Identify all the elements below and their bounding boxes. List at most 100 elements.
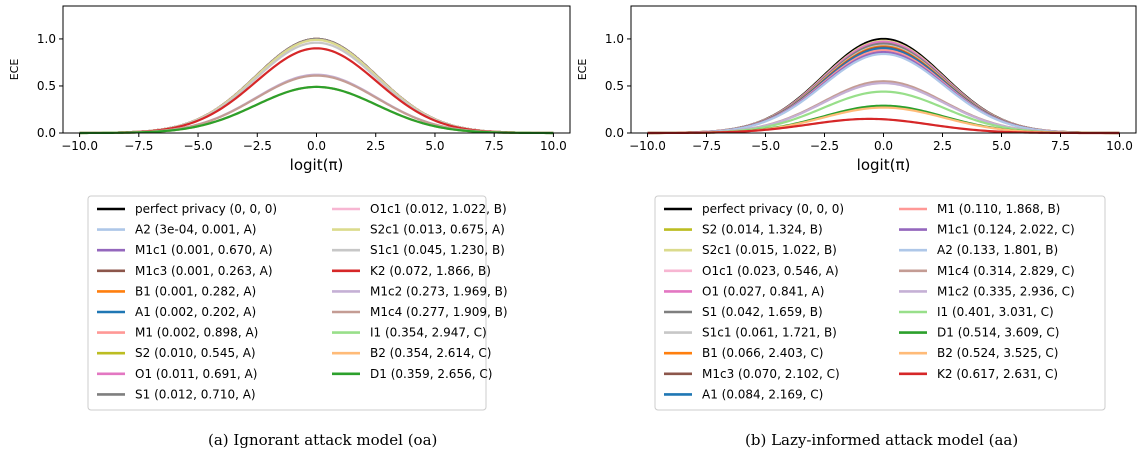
x-axis-label: logit(π): [290, 156, 344, 174]
legend-label: O1 (0.011, 0.691, A): [135, 367, 257, 381]
series-line-16: [79, 85, 554, 135]
x-tick-label: 7.5: [1051, 139, 1070, 153]
legend-label: K2 (0.617, 2.631, C): [937, 367, 1058, 381]
legend-item: M1c4 (0.277, 1.909, B): [332, 305, 508, 319]
legend-item: A2 (0.133, 1.801, B): [899, 243, 1058, 257]
legend-label: M1c4 (0.277, 1.909, B): [370, 305, 508, 319]
y-tick-label: 0.0: [37, 126, 56, 140]
legend-label: I1 (0.354, 2.947, C): [370, 326, 487, 340]
legend-item: B2 (0.354, 2.614, C): [332, 346, 491, 360]
legend-item: M1c1 (0.001, 0.670, A): [97, 243, 273, 257]
x-tick-label: −2.5: [810, 139, 839, 153]
legend-item: M1c1 (0.124, 2.022, C): [899, 223, 1075, 237]
legend-label: S1c1 (0.061, 1.721, B): [702, 326, 837, 340]
legend-label: A1 (0.002, 0.202, A): [135, 305, 256, 319]
y-axis-label: ECE: [576, 59, 589, 81]
legend-item: perfect privacy (0, 0, 0): [664, 202, 844, 216]
legend-item: A1 (0.002, 0.202, A): [97, 305, 256, 319]
legend-item: A1 (0.084, 2.169, C): [664, 387, 823, 401]
legend-label: S1c1 (0.045, 1.230, B): [370, 243, 505, 257]
legend-label: M1c4 (0.314, 2.829, C): [937, 264, 1075, 278]
x-tick-label: 0.0: [307, 139, 326, 153]
legend-label: B1 (0.066, 2.403, C): [702, 346, 823, 360]
axes-frame: [630, 5, 1137, 134]
caption-b: (b) Lazy-informed attack model (aa): [745, 431, 1019, 449]
series-line-14: [79, 73, 554, 135]
chart-panel-a: −10.0 −7.5 −5.0 −2.5 0.0 2.5 5.0 7.5 10.0 0.0 0.5 1…: [8, 5, 571, 411]
legend-label: D1 (0.359, 2.656, C): [370, 367, 492, 381]
legend-box: [87, 195, 487, 411]
legend-item: M1 (0.002, 0.898, A): [97, 326, 258, 340]
legend-label: I1 (0.401, 3.031, C): [937, 305, 1054, 319]
legend-item: D1 (0.359, 2.656, C): [332, 367, 492, 381]
legend-item: K2 (0.072, 1.866, B): [332, 264, 491, 278]
legend-label: K2 (0.072, 1.866, B): [370, 264, 491, 278]
legend-label: S2 (0.014, 1.324, B): [702, 223, 823, 237]
legend-item: S1 (0.042, 1.659, B): [664, 305, 823, 319]
series-line-18: [79, 85, 554, 135]
legend-item: B1 (0.066, 2.403, C): [664, 346, 823, 360]
series-line-15: [79, 74, 554, 135]
legend-label: A1 (0.084, 2.169, C): [702, 387, 823, 401]
chart-panel-b: −10.0 −7.5 −5.0 −2.5 0.0 2.5 5.0 7.5 10.0 0.0 0.5 1…: [576, 5, 1137, 411]
legend-label: O1c1 (0.012, 1.022, B): [370, 202, 507, 216]
legend-item: M1c2 (0.273, 1.969, B): [332, 284, 508, 298]
legend-item: S2 (0.014, 1.324, B): [664, 223, 823, 237]
x-tick-label: −2.5: [243, 139, 272, 153]
legend-label: S2 (0.010, 0.545, A): [135, 346, 256, 360]
legend-item: M1c2 (0.335, 2.936, C): [899, 284, 1075, 298]
y-axis-label: ECE: [8, 59, 21, 81]
legend-label: M1 (0.110, 1.868, B): [937, 202, 1060, 216]
y-tick-label: 1.0: [605, 32, 624, 46]
legend-item: O1c1 (0.023, 0.546, A): [664, 264, 839, 278]
x-tick-label: −10.0: [61, 139, 98, 153]
legend-item: D1 (0.514, 3.609, C): [899, 326, 1059, 340]
legend-item: O1 (0.027, 0.841, A): [664, 284, 824, 298]
y-tick-label: 0.5: [37, 79, 56, 93]
x-tick-label: 5.0: [992, 139, 1011, 153]
x-tick-label: −10.0: [629, 139, 666, 153]
legend-item: A2 (3e-04, 0.001, A): [97, 223, 256, 237]
legend-item: K2 (0.617, 2.631, C): [899, 367, 1058, 381]
x-tick-label: 2.5: [933, 139, 952, 153]
x-tick-label: −7.5: [692, 139, 721, 153]
x-tick-label: 7.5: [485, 139, 504, 153]
caption-a: (a) Ignorant attack model (oa): [208, 431, 438, 449]
legend-item: O1 (0.011, 0.691, A): [97, 367, 257, 381]
series-line-17: [79, 85, 554, 135]
legend-item: S1 (0.012, 0.710, A): [97, 387, 256, 401]
legend: perfect privacy (0, 0, 0) A2 (3e-04, 0.00…: [87, 195, 508, 411]
legend-item: I1 (0.401, 3.031, C): [899, 305, 1054, 319]
series-line-12: [647, 52, 1120, 135]
legend-item: B1 (0.001, 0.282, A): [97, 284, 256, 298]
x-axis-label: logit(π): [857, 156, 911, 174]
axes-frame: [62, 5, 571, 134]
legend-label: perfect privacy (0, 0, 0): [135, 202, 277, 216]
legend-label: M1c2 (0.273, 1.969, B): [370, 284, 508, 298]
legend-label: A2 (0.133, 1.801, B): [937, 243, 1058, 257]
legend-label: S1 (0.042, 1.659, B): [702, 305, 823, 319]
legend-item: B2 (0.524, 3.525, C): [899, 346, 1058, 360]
legend-box: [654, 195, 1106, 411]
legend-label: M1c1 (0.001, 0.670, A): [135, 243, 273, 257]
legend-label: B1 (0.001, 0.282, A): [135, 284, 256, 298]
legend-item: O1c1 (0.012, 1.022, B): [332, 202, 507, 216]
legend-label: O1 (0.027, 0.841, A): [702, 284, 824, 298]
legend-item: S1c1 (0.045, 1.230, B): [332, 243, 505, 257]
legend-label: S2c1 (0.015, 1.022, B): [702, 243, 837, 257]
x-tick-label: −7.5: [124, 139, 153, 153]
series-line-13: [79, 47, 554, 135]
legend-item: S2c1 (0.015, 1.022, B): [664, 243, 837, 257]
x-tick-label: 2.5: [366, 139, 385, 153]
series-line-15: [647, 90, 1120, 135]
legend-label: D1 (0.514, 3.609, C): [937, 326, 1059, 340]
legend-label: perfect privacy (0, 0, 0): [702, 202, 844, 216]
x-tick-label: 5.0: [425, 139, 444, 153]
legend-label: O1c1 (0.023, 0.546, A): [702, 264, 839, 278]
y-tick-label: 0.0: [605, 126, 624, 140]
legend-item: S2c1 (0.013, 0.675, A): [332, 223, 505, 237]
legend-item: S1c1 (0.061, 1.721, B): [664, 326, 837, 340]
legend-item: S2 (0.010, 0.545, A): [97, 346, 256, 360]
legend-label: S1 (0.012, 0.710, A): [135, 387, 256, 401]
y-tick-label: 0.5: [605, 79, 624, 93]
